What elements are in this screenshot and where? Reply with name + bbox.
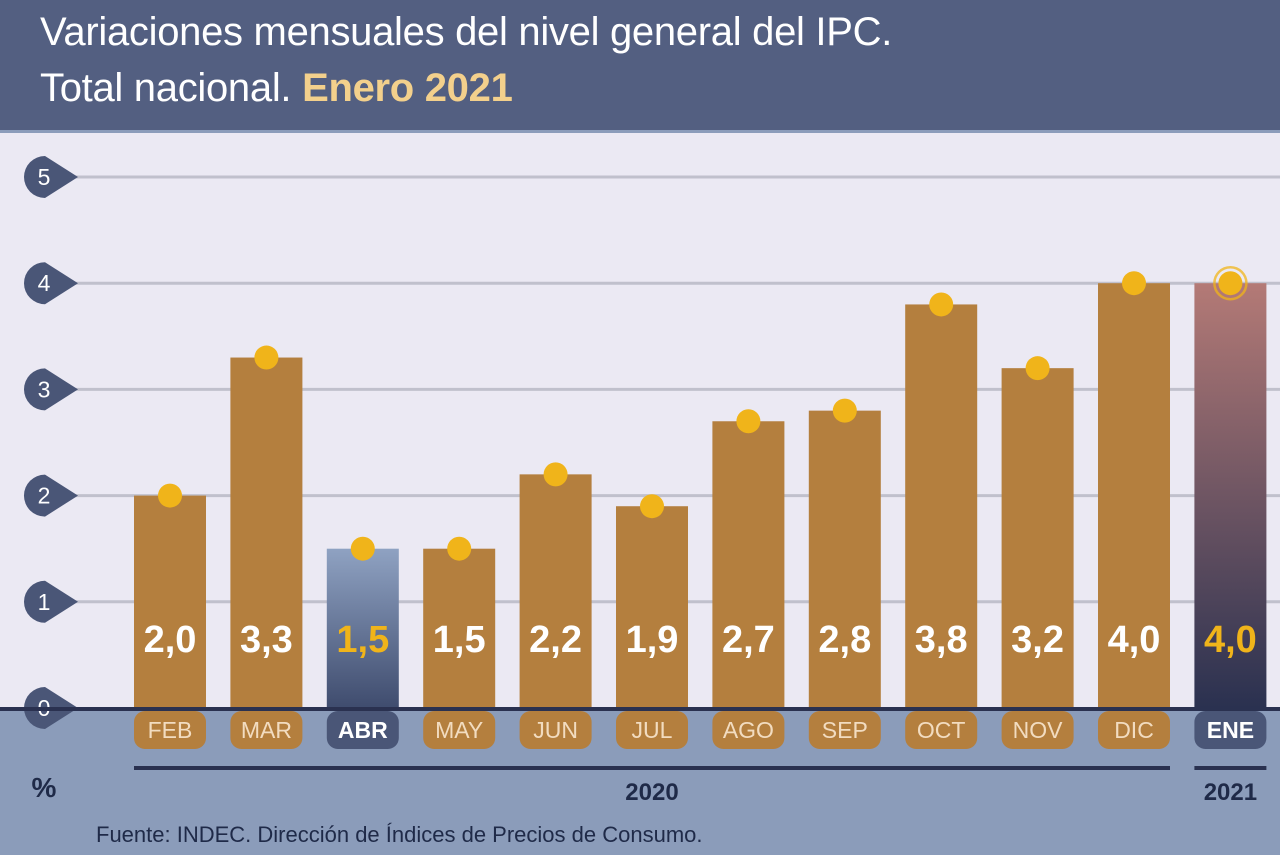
category-label-jul: JUL (632, 717, 673, 743)
marker-ring-ene (1213, 265, 1248, 301)
value-label-jul: 1,9 (626, 619, 679, 661)
y-tick-badge (23, 580, 78, 623)
bar-dic (1098, 283, 1170, 708)
marker-ene (1218, 271, 1243, 296)
category-label-feb: FEB (148, 717, 193, 743)
marker-sep (832, 398, 857, 423)
y-tick-label: 2 (38, 483, 51, 509)
category-pill-ago (712, 711, 785, 749)
bar-nov (1001, 368, 1074, 708)
value-label-nov: 3,2 (1011, 619, 1064, 661)
value-label-ene: 4,0 (1204, 619, 1257, 661)
y-tick-label: 1 (38, 589, 51, 615)
bar-sep (808, 410, 881, 708)
category-label-dic: DIC (1114, 717, 1154, 743)
bar-jun (519, 474, 592, 708)
y-unit-label: % (32, 772, 57, 803)
category-label-sep: SEP (822, 717, 868, 743)
category-pill-mar (230, 711, 303, 749)
bar-ene (1194, 283, 1267, 708)
y-tick-badge (23, 368, 78, 411)
category-label-jun: JUN (533, 717, 578, 743)
chart-title-prefix: Total nacional. (40, 66, 292, 110)
marker-oct (929, 292, 954, 317)
marker-jul (640, 494, 664, 519)
bar-jul (616, 506, 688, 708)
value-label-oct: 3,8 (915, 619, 968, 661)
marker-nov (1025, 356, 1050, 381)
marker-feb (158, 483, 182, 508)
chart-title-line1: Variaciones mensuales del nivel general … (40, 10, 893, 54)
category-pill-jun (519, 711, 592, 749)
category-pill-oct (905, 711, 978, 749)
marker-may (447, 536, 472, 561)
category-pill-abr (326, 711, 399, 749)
y-tick-label: 3 (38, 376, 51, 402)
y-tick-label: 4 (38, 270, 51, 296)
value-label-sep: 2,8 (818, 619, 871, 661)
value-label-feb: 2,0 (144, 619, 197, 661)
year-label-2020: 2020 (625, 779, 678, 806)
category-pill-sep (808, 711, 881, 749)
chart-title-line2: Total nacional. Enero 2021 (40, 66, 513, 111)
value-label-dic: 4,0 (1108, 619, 1161, 661)
y-tick-badge (23, 262, 78, 305)
marker-ago (736, 409, 761, 434)
y-tick-label: 5 (38, 164, 51, 190)
category-label-mar: MAR (241, 717, 292, 743)
year-label-2021: 2021 (1204, 779, 1257, 806)
category-label-may: MAY (435, 717, 483, 743)
bar-may (423, 548, 496, 708)
category-label-abr: ABR (338, 717, 388, 743)
category-label-ago: AGO (723, 717, 774, 743)
marker-jun (543, 462, 568, 487)
bar-abr (326, 548, 399, 708)
category-pill-ene (1194, 711, 1267, 749)
category-pill-nov (1001, 711, 1074, 749)
chart-header: Variaciones mensuales del nivel general … (0, 0, 1280, 130)
category-pill-may (423, 711, 496, 749)
bar-feb (134, 495, 206, 708)
category-pill-dic (1098, 711, 1170, 749)
value-label-jun: 2,2 (529, 619, 582, 661)
value-label-ago: 2,7 (722, 619, 775, 661)
marker-dic (1122, 271, 1146, 296)
y-tick-badge (24, 156, 78, 198)
category-label-oct: OCT (917, 717, 966, 743)
marker-abr (350, 536, 375, 561)
source-note: Fuente: INDEC. Dirección de Índices de P… (96, 822, 703, 847)
bar-mar (230, 357, 303, 708)
category-pill-feb (134, 711, 206, 749)
category-pill-jul (616, 711, 688, 749)
chart-title-highlight: Enero 2021 (302, 66, 513, 110)
value-label-mar: 3,3 (240, 619, 293, 661)
bar-ago (712, 421, 785, 708)
value-label-abr: 1,5 (336, 619, 389, 661)
bar-oct (905, 304, 978, 708)
category-label-ene: ENE (1207, 717, 1254, 743)
y-tick-badge (23, 474, 79, 517)
marker-mar (254, 345, 279, 370)
value-label-may: 1,5 (433, 619, 486, 661)
category-label-nov: NOV (1013, 717, 1064, 743)
